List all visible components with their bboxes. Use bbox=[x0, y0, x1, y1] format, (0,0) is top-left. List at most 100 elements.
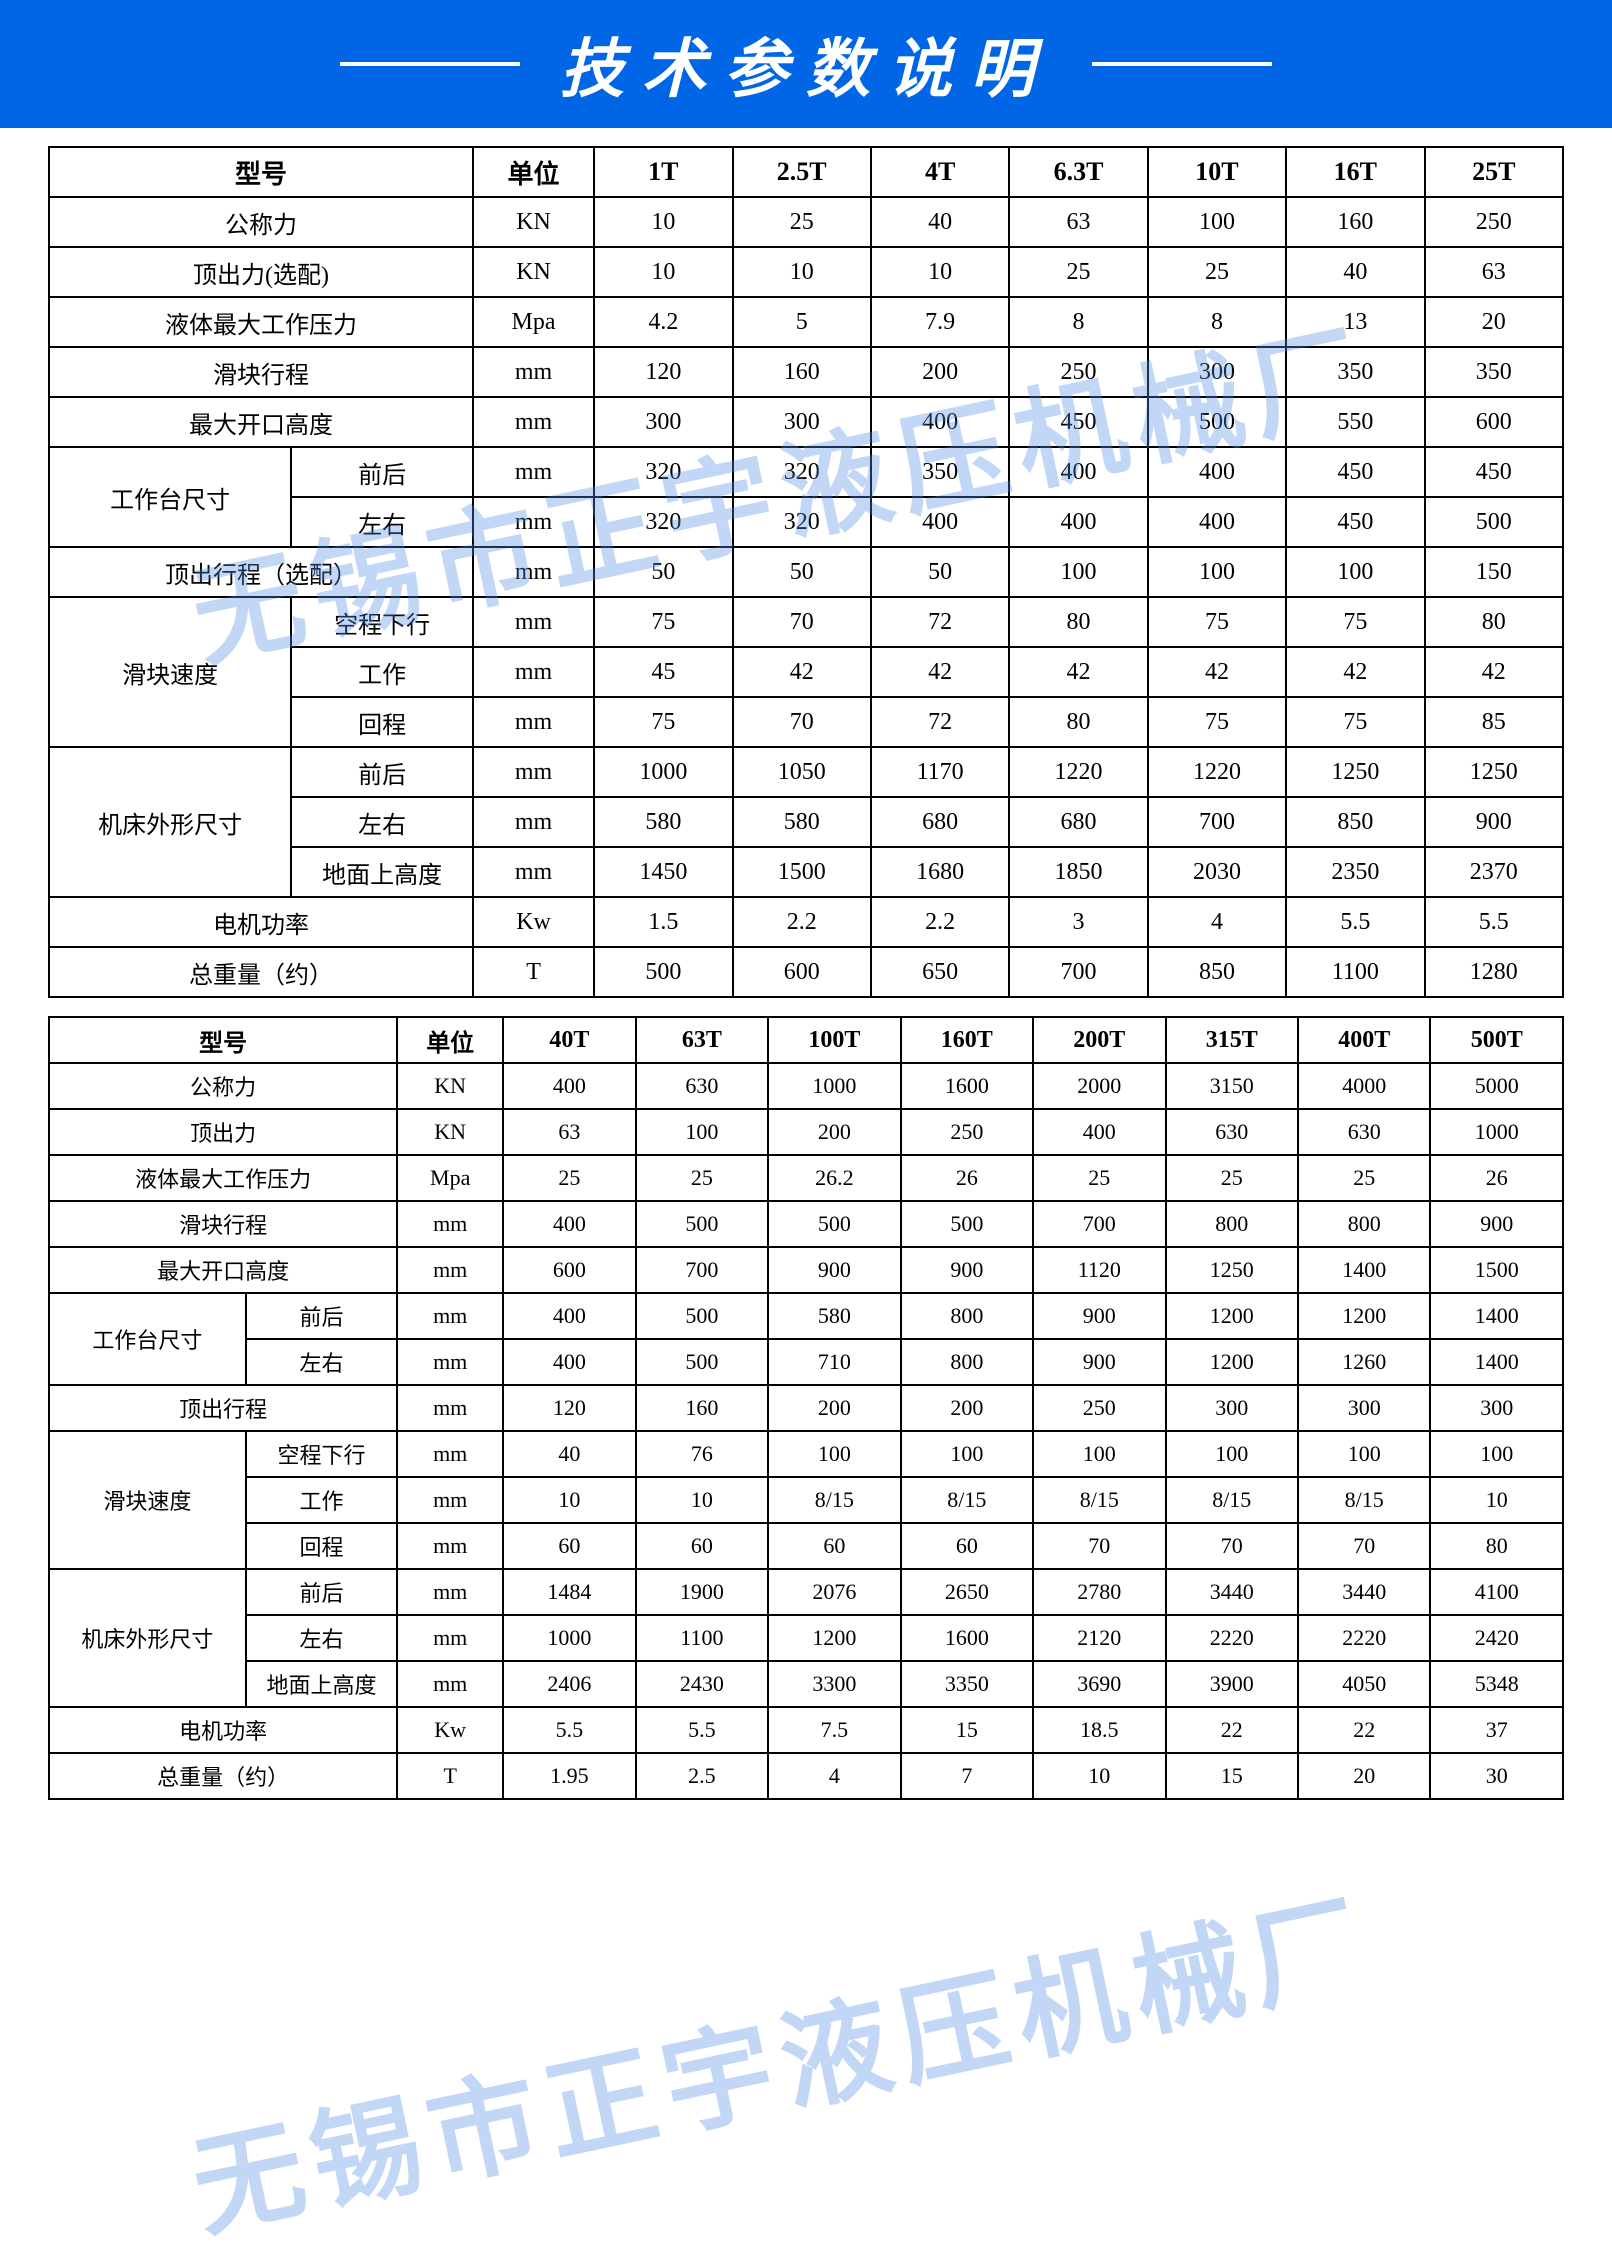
cell: 4050 bbox=[1298, 1661, 1430, 1707]
cell: 1250 bbox=[1425, 747, 1563, 797]
cell: 26 bbox=[1430, 1155, 1563, 1201]
cell: 900 bbox=[768, 1247, 900, 1293]
cell: 1000 bbox=[768, 1063, 900, 1109]
cell: 450 bbox=[1425, 447, 1563, 497]
table-row: 公称力KN10254063100160250 bbox=[49, 197, 1563, 247]
cell: 1450 bbox=[594, 847, 732, 897]
unit-cell: Mpa bbox=[473, 297, 594, 347]
cell: 40 bbox=[503, 1431, 635, 1477]
cell: 50 bbox=[594, 547, 732, 597]
cell: 850 bbox=[1286, 797, 1424, 847]
cell: 60 bbox=[901, 1523, 1033, 1569]
cell: 100 bbox=[1286, 547, 1424, 597]
cell: 26 bbox=[901, 1155, 1033, 1201]
unit-cell: KN bbox=[397, 1063, 503, 1109]
cell: 450 bbox=[1286, 497, 1424, 547]
cell: 8/15 bbox=[1298, 1477, 1430, 1523]
cell: 75 bbox=[1148, 697, 1286, 747]
header-banner: 技术参数说明 bbox=[0, 0, 1612, 128]
cell: 60 bbox=[503, 1523, 635, 1569]
table-row: 总重量（约）T1.952.54710152030 bbox=[49, 1753, 1563, 1799]
col-model-16T: 16T bbox=[1286, 147, 1424, 197]
col-model-100T: 100T bbox=[768, 1017, 900, 1063]
table-row: 回程mm6060606070707080 bbox=[49, 1523, 1563, 1569]
cell: 500 bbox=[636, 1201, 768, 1247]
cell: 2.5 bbox=[636, 1753, 768, 1799]
table-row: 最大开口高度mm300300400450500550600 bbox=[49, 397, 1563, 447]
row-label: 总重量（约） bbox=[49, 1753, 397, 1799]
sub-label: 前后 bbox=[291, 747, 473, 797]
group-label: 机床外形尺寸 bbox=[49, 747, 291, 897]
cell: 200 bbox=[871, 347, 1009, 397]
cell: 5 bbox=[733, 297, 871, 347]
cell: 1500 bbox=[733, 847, 871, 897]
cell: 75 bbox=[1286, 597, 1424, 647]
cell: 400 bbox=[1009, 497, 1147, 547]
cell: 550 bbox=[1286, 397, 1424, 447]
cell: 1484 bbox=[503, 1569, 635, 1615]
unit-cell: mm bbox=[473, 847, 594, 897]
table-row: 工作mm10108/158/158/158/158/1510 bbox=[49, 1477, 1563, 1523]
cell: 85 bbox=[1425, 697, 1563, 747]
cell: 160 bbox=[1286, 197, 1424, 247]
unit-cell: Kw bbox=[397, 1707, 503, 1753]
cell: 42 bbox=[733, 647, 871, 697]
cell: 700 bbox=[1009, 947, 1147, 997]
group-label: 滑块速度 bbox=[49, 1431, 246, 1569]
col-model-25T: 25T bbox=[1425, 147, 1563, 197]
cell: 500 bbox=[636, 1339, 768, 1385]
cell: 40 bbox=[871, 197, 1009, 247]
cell: 300 bbox=[1166, 1385, 1298, 1431]
cell: 70 bbox=[1033, 1523, 1165, 1569]
cell: 700 bbox=[1033, 1201, 1165, 1247]
unit-cell: mm bbox=[473, 797, 594, 847]
cell: 400 bbox=[1148, 497, 1286, 547]
cell: 4 bbox=[768, 1753, 900, 1799]
row-label: 顶出行程（选配） bbox=[49, 547, 473, 597]
cell: 100 bbox=[1430, 1431, 1563, 1477]
row-label: 公称力 bbox=[49, 1063, 397, 1109]
cell: 100 bbox=[1298, 1431, 1430, 1477]
unit-cell: Mpa bbox=[397, 1155, 503, 1201]
spec-table-2: 型号单位40T63T100T160T200T315T400T500T公称力KN4… bbox=[48, 1016, 1564, 1800]
cell: 22 bbox=[1298, 1707, 1430, 1753]
spec-table-1: 型号单位1T2.5T4T6.3T10T16T25T公称力KN1025406310… bbox=[48, 146, 1564, 998]
col-unit: 单位 bbox=[397, 1017, 503, 1063]
cell: 10 bbox=[1430, 1477, 1563, 1523]
cell: 400 bbox=[1148, 447, 1286, 497]
col-model-200T: 200T bbox=[1033, 1017, 1165, 1063]
unit-cell: mm bbox=[473, 447, 594, 497]
cell: 25 bbox=[636, 1155, 768, 1201]
row-label: 最大开口高度 bbox=[49, 1247, 397, 1293]
cell: 76 bbox=[636, 1431, 768, 1477]
cell: 1500 bbox=[1430, 1247, 1563, 1293]
cell: 580 bbox=[768, 1293, 900, 1339]
col-model-2.5T: 2.5T bbox=[733, 147, 871, 197]
unit-cell: Kw bbox=[473, 897, 594, 947]
cell: 3300 bbox=[768, 1661, 900, 1707]
cell: 4 bbox=[1148, 897, 1286, 947]
cell: 900 bbox=[1033, 1339, 1165, 1385]
table-row: 总重量（约）T50060065070085011001280 bbox=[49, 947, 1563, 997]
cell: 5000 bbox=[1430, 1063, 1563, 1109]
cell: 1220 bbox=[1148, 747, 1286, 797]
sub-label: 工作 bbox=[246, 1477, 397, 1523]
cell: 10 bbox=[503, 1477, 635, 1523]
cell: 63 bbox=[1009, 197, 1147, 247]
cell: 710 bbox=[768, 1339, 900, 1385]
col-model-315T: 315T bbox=[1166, 1017, 1298, 1063]
col-unit: 单位 bbox=[473, 147, 594, 197]
header-line-left bbox=[340, 62, 520, 66]
unit-cell: mm bbox=[473, 647, 594, 697]
cell: 1.5 bbox=[594, 897, 732, 947]
cell: 75 bbox=[1286, 697, 1424, 747]
cell: 1100 bbox=[1286, 947, 1424, 997]
unit-cell: mm bbox=[397, 1431, 503, 1477]
cell: 600 bbox=[503, 1247, 635, 1293]
cell: 320 bbox=[733, 447, 871, 497]
cell: 1.95 bbox=[503, 1753, 635, 1799]
group-label: 机床外形尺寸 bbox=[49, 1569, 246, 1707]
unit-cell: mm bbox=[473, 547, 594, 597]
cell: 8/15 bbox=[1033, 1477, 1165, 1523]
group-label: 滑块速度 bbox=[49, 597, 291, 747]
